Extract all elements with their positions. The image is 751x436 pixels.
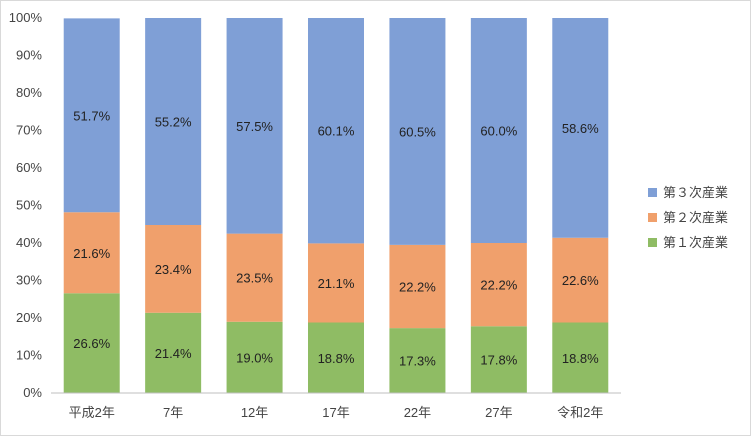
data-label: 60.1% — [318, 124, 355, 139]
bar-segment — [470, 326, 527, 393]
x-tick-label: 22年 — [404, 405, 431, 420]
bar-segment — [308, 322, 364, 393]
bar-segment — [226, 18, 283, 234]
data-label: 22.2% — [480, 278, 517, 293]
bar-segment — [63, 18, 120, 213]
y-tick-label: 50% — [16, 198, 42, 213]
bars: 26.6% 21.6% 51.7% 21.4% 23.4% 55.2% 19.0% 23.5%… — [63, 18, 609, 393]
data-label: 19.0% — [236, 350, 273, 365]
data-label: 23.5% — [236, 271, 273, 286]
legend-label: 第２次産業 — [663, 210, 728, 225]
x-tick-label: 平成2年 — [69, 405, 115, 420]
bar-segment — [226, 233, 283, 322]
y-tick-label: 20% — [16, 310, 42, 325]
bar-segment — [308, 243, 364, 323]
y-tick-label: 100% — [9, 10, 43, 25]
legend-swatch — [648, 188, 657, 197]
bar-segment — [552, 237, 609, 323]
data-label: 51.7% — [73, 108, 110, 123]
y-tick-label: 30% — [16, 273, 42, 288]
x-tick-label: 12年 — [241, 405, 268, 420]
bar-segment — [470, 18, 527, 243]
y-tick-label: 60% — [16, 160, 42, 175]
y-tick-label: 0% — [23, 385, 42, 400]
data-label: 60.5% — [399, 124, 436, 139]
bar-segment — [63, 293, 120, 393]
data-label: 17.8% — [480, 353, 517, 368]
data-label: 21.4% — [155, 346, 192, 361]
bar-segment — [552, 322, 609, 393]
data-label: 18.8% — [562, 351, 599, 366]
x-axis: 平成2年 7年 12年 17年 22年 27年 令和2年 — [51, 392, 621, 420]
y-tick-label: 10% — [16, 348, 42, 363]
y-tick-label: 40% — [16, 235, 42, 250]
legend-swatch — [648, 213, 657, 222]
bar-segment — [552, 18, 609, 238]
data-label: 22.2% — [399, 280, 436, 295]
data-label: 23.4% — [155, 262, 192, 277]
data-label: 17.3% — [399, 354, 436, 369]
data-label: 21.1% — [318, 276, 355, 291]
data-label: 60.0% — [480, 124, 517, 139]
bar-segment — [145, 18, 202, 225]
x-tick-label: 17年 — [322, 405, 349, 420]
legend-label: 第３次産業 — [663, 185, 728, 200]
y-tick-label: 70% — [16, 123, 42, 138]
x-tick-label: 7年 — [163, 405, 183, 420]
bar-segment — [226, 321, 283, 393]
bar-segment — [145, 225, 202, 313]
data-label: 58.6% — [562, 121, 599, 136]
bar-segment — [63, 212, 120, 294]
data-label: 55.2% — [155, 115, 192, 130]
data-label: 18.8% — [318, 351, 355, 366]
data-label: 26.6% — [73, 336, 110, 351]
bar-segment — [389, 244, 446, 329]
legend-label: 第１次産業 — [663, 235, 728, 250]
legend-swatch — [648, 238, 657, 247]
bar-segment — [145, 312, 202, 393]
y-tick-label: 80% — [16, 85, 42, 100]
bar-segment — [389, 18, 446, 245]
bar-segment — [470, 243, 527, 327]
data-label: 21.6% — [73, 246, 110, 261]
x-tick-label: 令和2年 — [557, 405, 603, 420]
y-axis: 0% 10% 20% 30% 40% 50% 60% 70% 80% 90% 100% — [9, 10, 43, 400]
data-label: 57.5% — [236, 119, 273, 134]
x-tick-label: 27年 — [485, 405, 512, 420]
data-label: 22.6% — [562, 273, 599, 288]
y-tick-label: 90% — [16, 48, 42, 63]
bar-segment — [389, 328, 446, 393]
bar-segment — [308, 18, 364, 244]
